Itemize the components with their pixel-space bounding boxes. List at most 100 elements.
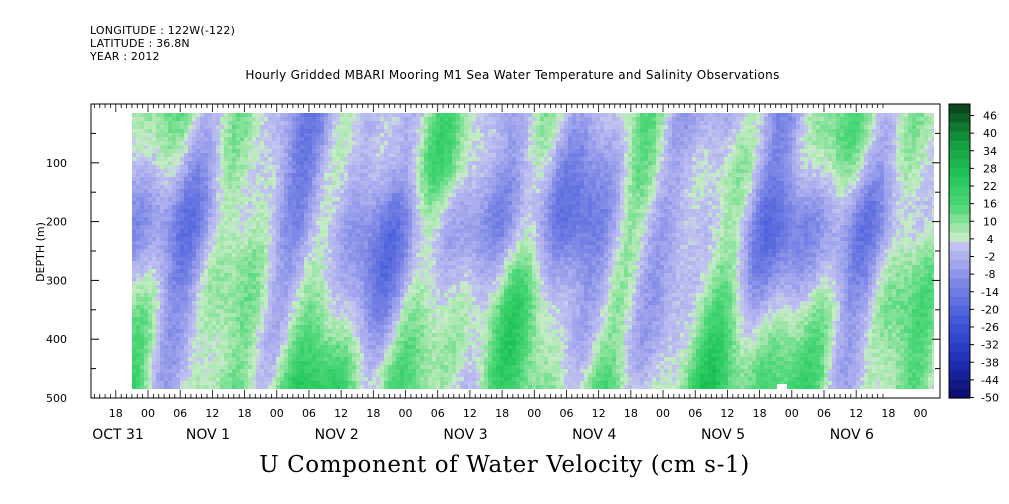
heatmap-cell [804, 145, 809, 150]
heatmap-cell [932, 145, 934, 150]
heatmap-cell [516, 165, 521, 170]
heatmap-cell [768, 209, 773, 214]
heatmap-cell [352, 153, 357, 158]
heatmap-cell [600, 153, 605, 158]
heatmap-cell [828, 185, 833, 190]
heatmap-cell [632, 149, 637, 154]
heatmap-cell [284, 177, 289, 182]
heatmap-cell [696, 125, 701, 130]
heatmap-cell [168, 209, 173, 214]
heatmap-cell [840, 157, 845, 162]
heatmap-cell [764, 125, 769, 130]
heatmap-cell [540, 181, 545, 186]
heatmap-cell [580, 173, 585, 178]
heatmap-cell [824, 129, 829, 134]
heatmap-cell [348, 193, 353, 198]
heatmap-cell [540, 113, 545, 118]
heatmap-cell [608, 189, 613, 194]
heatmap-cell [684, 137, 689, 142]
heatmap-cell [268, 185, 273, 190]
heatmap-cell [588, 165, 593, 170]
heatmap-cell [304, 177, 309, 182]
heatmap-cell [844, 189, 849, 194]
heatmap-cell [924, 197, 929, 202]
heatmap-cell [228, 169, 233, 174]
heatmap-cell [912, 125, 917, 130]
heatmap-cell [680, 205, 685, 210]
heatmap-cell [524, 137, 529, 142]
heatmap-cell [544, 177, 549, 182]
heatmap-cell [248, 137, 253, 142]
heatmap-cell [304, 209, 309, 214]
heatmap-cell [260, 133, 265, 138]
heatmap-cell [748, 197, 753, 202]
heatmap-cell [196, 209, 201, 214]
heatmap-cell [432, 141, 437, 146]
heatmap-cell [660, 121, 665, 126]
heatmap-cell [672, 149, 677, 154]
heatmap-cell [204, 197, 209, 202]
heatmap-cell [756, 189, 761, 194]
heatmap-cell [748, 133, 753, 138]
heatmap-cell [652, 209, 657, 214]
heatmap-cell [876, 145, 881, 150]
heatmap-cell [560, 161, 565, 166]
heatmap-cell [584, 141, 589, 146]
heatmap-cell [568, 205, 573, 210]
heatmap-cell [136, 205, 141, 210]
heatmap-cell [340, 161, 345, 166]
heatmap-cell [924, 205, 929, 210]
heatmap-cell [568, 189, 573, 194]
heatmap-cell [408, 153, 413, 158]
heatmap-cell [828, 137, 833, 142]
heatmap-cell [644, 133, 649, 138]
heatmap-cell [792, 125, 797, 130]
heatmap-cell [512, 113, 517, 118]
heatmap-cell [740, 141, 745, 146]
heatmap-cell [588, 173, 593, 178]
heatmap-cell [536, 161, 541, 166]
heatmap-cell [296, 201, 301, 206]
heatmap-cell [716, 129, 721, 134]
heatmap-cell [248, 157, 253, 162]
heatmap-cell [556, 129, 561, 134]
heatmap-cell [204, 157, 209, 162]
heatmap-cell [704, 121, 709, 126]
heatmap-cell [812, 197, 817, 202]
heatmap-cell [176, 157, 181, 162]
heatmap-cell [324, 173, 329, 178]
heatmap-cell [600, 121, 605, 126]
heatmap-cell [136, 197, 141, 202]
heatmap-cell [172, 177, 177, 182]
heatmap-cell [732, 133, 737, 138]
heatmap-cell [640, 205, 645, 210]
heatmap-cell [832, 149, 837, 154]
heatmap-cell [208, 157, 213, 162]
heatmap-cell [452, 209, 457, 214]
heatmap-cell [192, 153, 197, 158]
heatmap-cell [400, 169, 405, 174]
heatmap-cell [524, 125, 529, 130]
heatmap-cell [676, 157, 681, 162]
heatmap-cell [192, 145, 197, 150]
heatmap-cell [296, 149, 301, 154]
heatmap-cell [500, 157, 505, 162]
heatmap-cell [508, 153, 513, 158]
heatmap-cell [816, 177, 821, 182]
heatmap-cell [412, 169, 417, 174]
heatmap-cell [648, 189, 653, 194]
heatmap-cell [552, 121, 557, 126]
heatmap-cell [376, 205, 381, 210]
heatmap-cell [312, 145, 317, 150]
heatmap-cell [480, 185, 485, 190]
heatmap-cell [224, 189, 229, 194]
heatmap-cell [168, 141, 173, 146]
heatmap-cell [628, 205, 633, 210]
heatmap-cell [264, 169, 269, 174]
heatmap-cell [504, 205, 509, 210]
heatmap-cell [516, 113, 521, 118]
heatmap-cell [756, 121, 761, 126]
heatmap-cell [280, 173, 285, 178]
heatmap-cell [312, 153, 317, 158]
heatmap-cell [500, 153, 505, 158]
